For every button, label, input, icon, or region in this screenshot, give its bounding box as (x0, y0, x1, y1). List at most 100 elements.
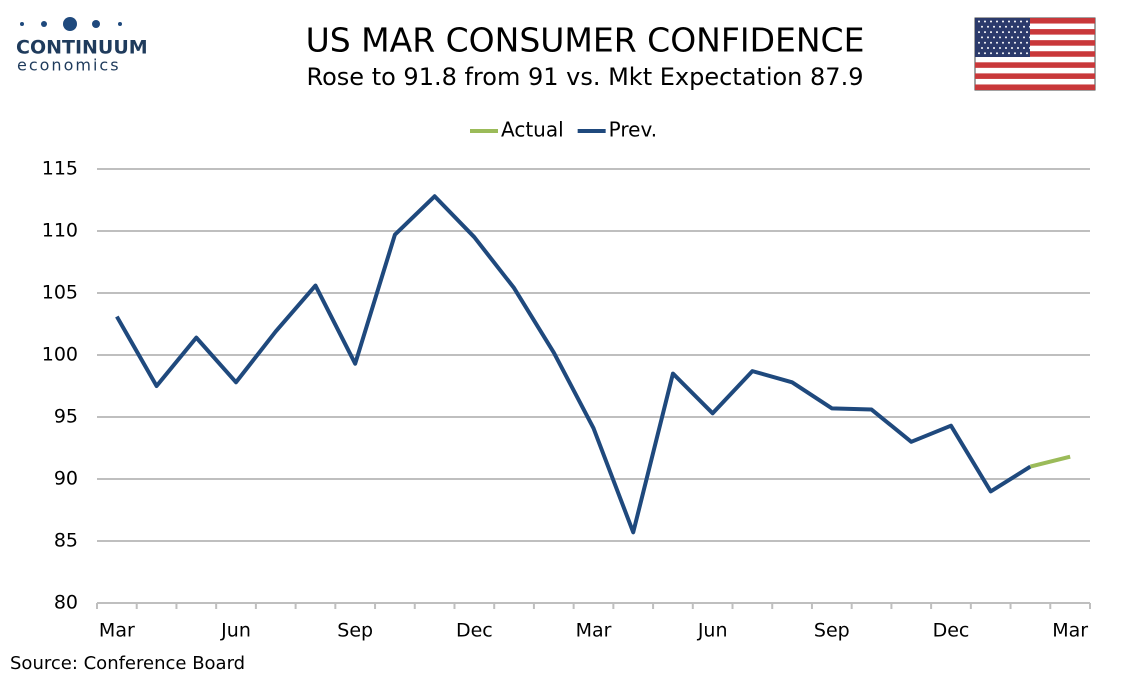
flag-star (1020, 41, 1022, 44)
flag-star (999, 47, 1001, 49)
logo-name: CONTINUUM (16, 37, 148, 59)
y-tick-label: 95 (54, 406, 78, 428)
legend-label: Actual (501, 118, 564, 142)
flag-star (990, 41, 992, 44)
flag-star (993, 47, 995, 49)
flag-star (1014, 20, 1016, 23)
flag-star (978, 20, 980, 23)
flag-stripe (975, 62, 1095, 68)
logo-dot (118, 22, 122, 26)
logo-dot (92, 20, 100, 28)
y-tick-label: 85 (54, 530, 78, 552)
flag-star (990, 31, 992, 34)
legend-label: Prev. (609, 118, 657, 142)
flag-stripe (975, 84, 1095, 90)
flag-star (1029, 36, 1031, 39)
flag-star (984, 31, 986, 34)
series-line (115, 194, 1032, 535)
flag-star (1017, 25, 1019, 28)
y-tick-label: 110 (42, 220, 78, 242)
flag-star (987, 36, 989, 39)
flag-star (1014, 52, 1016, 55)
flag-star (984, 52, 986, 55)
flag-star (1008, 52, 1010, 55)
logo-dot (63, 17, 77, 31)
x-tick-label: Jun (220, 620, 251, 642)
flag-star (987, 25, 989, 28)
x-tick-label: Sep (337, 620, 373, 642)
logo-dot (20, 22, 24, 26)
flag-star (1023, 25, 1025, 28)
logo: CONTINUUM economics (16, 17, 148, 75)
flag-star (1029, 25, 1031, 28)
y-tick-label: 115 (42, 158, 78, 180)
flag-star (1008, 41, 1010, 44)
y-tick-label: 80 (54, 592, 78, 614)
flag-star (978, 31, 980, 34)
flag-star (1002, 20, 1004, 23)
flag-star (996, 52, 998, 55)
flag-star (978, 52, 980, 55)
flag-star (1005, 47, 1007, 49)
source: Source: Conference Board (10, 653, 245, 674)
flag-star (1023, 36, 1025, 39)
flag-star (978, 41, 980, 44)
flag-star (1011, 36, 1013, 39)
flag-star (999, 36, 1001, 39)
series-line (1029, 454, 1071, 469)
flag-stripe (975, 18, 1095, 24)
logo-dot (41, 21, 47, 27)
flag-star (1017, 36, 1019, 39)
flag-star (1002, 31, 1004, 34)
flag-star (1020, 31, 1022, 34)
flag-star (993, 36, 995, 39)
flag-star (1008, 20, 1010, 23)
flag-stripe (975, 73, 1095, 79)
logo-tagline: economics (17, 56, 121, 75)
flag-star (1005, 36, 1007, 39)
x-tick-label: Sep (814, 620, 850, 642)
y-tick-label: 105 (42, 282, 78, 304)
flag-star (1026, 31, 1028, 34)
flag-stripe (975, 40, 1095, 46)
flag-stars (978, 20, 1031, 55)
flag-star (996, 20, 998, 23)
flag-star (1005, 25, 1007, 28)
flag-star (1029, 47, 1031, 49)
x-tick-label: Dec (933, 620, 970, 642)
flag-star (981, 36, 983, 39)
flag-star (996, 41, 998, 44)
chart-subtitle: Rose to 91.8 from 91 vs. Mkt Expectation… (307, 63, 864, 91)
x-tick-label: Mar (1052, 620, 1088, 642)
y-tick-label: 90 (54, 468, 78, 490)
flag-star (1026, 52, 1028, 55)
flag-star (981, 47, 983, 49)
flag-star (990, 52, 992, 55)
flag-star (996, 31, 998, 34)
flag-star (1011, 25, 1013, 28)
flag (974, 17, 1096, 91)
flag-star (990, 20, 992, 23)
x-tick-label: Jun (697, 620, 728, 642)
flag-stripes (975, 18, 1095, 90)
flag-star (1014, 41, 1016, 44)
flag-star (1026, 20, 1028, 23)
x-tick-label: Dec (456, 620, 493, 642)
flag-star (1002, 52, 1004, 55)
flag-star (1008, 31, 1010, 34)
flag-star (993, 25, 995, 28)
x-tick-label: Mar (99, 620, 135, 642)
flag-star (1026, 41, 1028, 44)
flag-star (1017, 47, 1019, 49)
flag-star (987, 47, 989, 49)
flag-star (1002, 41, 1004, 44)
flag-canton (975, 18, 1030, 57)
y-tick-label: 100 (42, 344, 78, 366)
flag-star (984, 20, 986, 23)
flag-stripe (975, 29, 1095, 35)
flag-star (981, 25, 983, 28)
x-tick-label: Mar (576, 620, 612, 642)
flag-stripe (975, 51, 1095, 57)
